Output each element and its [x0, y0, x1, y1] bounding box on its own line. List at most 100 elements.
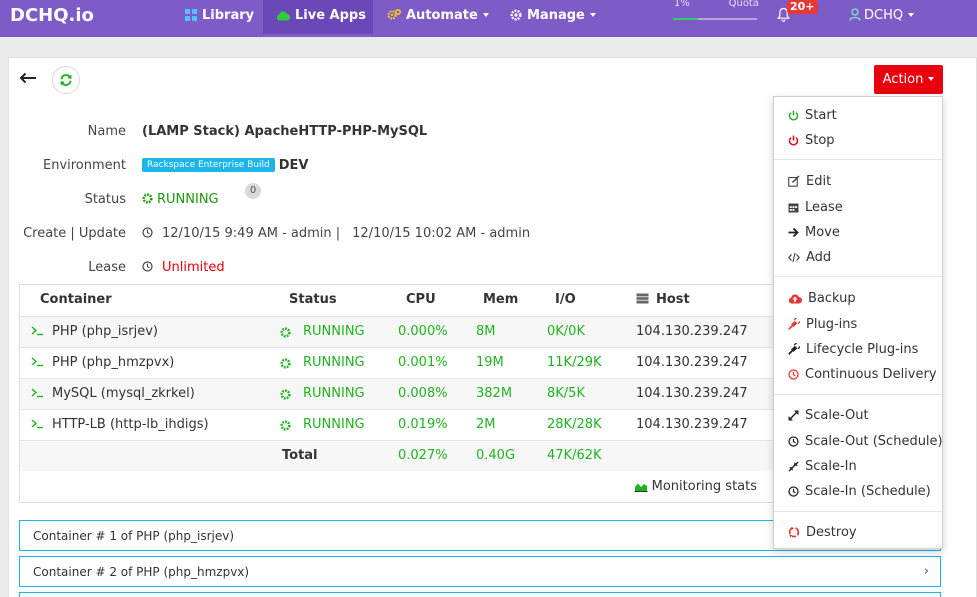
- brand-logo[interactable]: DCHQ.io: [10, 5, 94, 26]
- menu-item-label: Stop: [805, 133, 835, 148]
- container-host: 104.130.239.247: [636, 355, 748, 370]
- clock-icon: [788, 369, 799, 380]
- lease-label: Lease: [88, 260, 126, 275]
- menu-item-label: Scale-Out: [805, 408, 869, 423]
- container-status: RUNNING: [303, 355, 365, 370]
- environment-name: DEV: [278, 158, 309, 173]
- menu-item-lifecycle-plugins[interactable]: Lifecycle Plug-ins: [788, 342, 918, 357]
- quota-meter[interactable]: 1% Quota: [673, 0, 763, 34]
- gear-icon: [510, 9, 522, 21]
- power-icon: [788, 110, 799, 121]
- total-mem: 0.40G: [476, 448, 516, 463]
- nav-library-label: Library: [202, 8, 255, 23]
- menu-item-destroy[interactable]: Destroy: [788, 525, 857, 540]
- nav-library[interactable]: Library: [177, 0, 262, 34]
- terminal-icon[interactable]: [31, 356, 44, 367]
- monitoring-stats-link[interactable]: Monitoring stats: [634, 479, 757, 494]
- status-value: RUNNING: [142, 192, 219, 207]
- nav-manage-label: Manage: [527, 8, 585, 23]
- container-io: 28K/28K: [547, 417, 602, 432]
- refresh-button[interactable]: [52, 66, 80, 94]
- clock-icon: [142, 261, 153, 272]
- server-icon: [636, 293, 649, 304]
- notification-badge: 20+: [787, 0, 818, 14]
- menu-item-add[interactable]: Add: [787, 250, 832, 265]
- arrow-right-icon: [788, 227, 799, 238]
- header-host: Host: [636, 292, 690, 307]
- container-status: RUNNING: [303, 386, 365, 401]
- menu-item-stop[interactable]: Stop: [788, 133, 835, 148]
- container-cpu: 0.008%: [398, 386, 448, 401]
- menu-item-scale-out[interactable]: Scale-Out: [788, 408, 869, 423]
- menu-item-label: Edit: [806, 174, 832, 189]
- menu-item-label: Scale-Out (Schedule): [805, 434, 943, 449]
- power-icon: [788, 135, 799, 146]
- lease-text: Unlimited: [162, 260, 225, 275]
- container-name[interactable]: PHP (php_hmzpvx): [52, 355, 175, 370]
- action-button[interactable]: Action: [874, 65, 943, 94]
- terminal-icon[interactable]: [31, 387, 44, 398]
- quota-bar-fill: [673, 18, 699, 20]
- container-name[interactable]: HTTP-LB (http-lb_ihdigs): [52, 417, 209, 432]
- table-row[interactable]: MySQL (mysql_zkrkel) RUNNING 0.008% 382M…: [20, 378, 780, 409]
- terminal-icon[interactable]: [31, 418, 44, 429]
- container-panel-2[interactable]: Container # 2 of PHP (php_hmzpvx) ›: [19, 556, 941, 587]
- menu-item-lease[interactable]: Lease: [788, 200, 843, 215]
- table-row[interactable]: HTTP-LB (http-lb_ihdigs) RUNNING 0.019% …: [20, 409, 780, 440]
- user-menu[interactable]: DCHQ: [849, 0, 915, 34]
- menu-item-label: Destroy: [806, 525, 857, 540]
- status-count-badge: 0: [245, 183, 261, 199]
- gear-icon: [280, 389, 291, 400]
- gear-icon: [280, 327, 291, 338]
- container-cpu: 0.001%: [398, 355, 448, 370]
- name-label: Name: [87, 124, 126, 139]
- menu-item-start[interactable]: Start: [788, 108, 837, 123]
- container-host: 104.130.239.247: [636, 417, 748, 432]
- code-icon: [787, 252, 801, 263]
- table-row[interactable]: PHP (php_hmzpvx) RUNNING 0.001% 19M 11K/…: [20, 347, 780, 378]
- container-cpu: 0.000%: [398, 324, 448, 339]
- header-io: I/O: [555, 292, 576, 307]
- user-name: DCHQ: [864, 8, 904, 23]
- menu-item-label: Lease: [805, 200, 843, 215]
- back-arrow-icon[interactable]: [19, 71, 37, 85]
- total-io: 47K/62K: [547, 448, 602, 463]
- menu-item-backup[interactable]: Backup: [788, 291, 856, 306]
- area-chart-icon: [634, 483, 648, 492]
- menu-item-move[interactable]: Move: [788, 225, 840, 240]
- nav-automate[interactable]: Automate: [379, 0, 497, 34]
- nav-manage[interactable]: Manage: [502, 0, 604, 34]
- monitoring-stats-label: Monitoring stats: [651, 479, 757, 494]
- bell-icon[interactable]: [777, 7, 790, 22]
- container-name[interactable]: MySQL (mysql_zkrkel): [52, 386, 195, 401]
- menu-item-label: Scale-In (Schedule): [805, 484, 931, 499]
- gear-icon: [280, 420, 291, 431]
- terminal-icon[interactable]: [31, 325, 44, 336]
- container-name[interactable]: PHP (php_isrjev): [52, 324, 159, 339]
- menu-item-edit[interactable]: Edit: [788, 174, 831, 189]
- lease-value: Unlimited: [142, 260, 225, 275]
- container-mem: 382M: [476, 386, 513, 401]
- menu-item-scale-in[interactable]: Scale-In: [788, 459, 857, 474]
- menu-divider: [774, 159, 942, 160]
- table-row[interactable]: PHP (php_isrjev) RUNNING 0.000% 8M 0K/0K…: [20, 316, 780, 347]
- gear-icon: [280, 358, 291, 369]
- container-mem: 19M: [476, 355, 504, 370]
- expand-icon: [788, 410, 799, 421]
- clock-icon: [788, 436, 799, 447]
- edit-icon: [788, 175, 800, 187]
- header-container: Container: [40, 292, 112, 307]
- menu-item-continuous-delivery[interactable]: Continuous Delivery: [788, 367, 937, 382]
- grid-icon: [185, 9, 197, 21]
- container-panel-3[interactable]: [19, 592, 941, 597]
- menu-item-scale-in-schedule[interactable]: Scale-In (Schedule): [788, 484, 931, 499]
- nav-live-apps[interactable]: Live Apps: [263, 0, 373, 34]
- nav-live-apps-label: Live Apps: [295, 8, 366, 23]
- compress-icon: [788, 461, 799, 472]
- menu-item-label: Add: [806, 250, 832, 265]
- top-navbar: DCHQ.io Library Live Apps Automate Manag…: [0, 0, 977, 37]
- menu-divider: [774, 511, 942, 512]
- menu-item-plugins[interactable]: Plug-ins: [788, 317, 857, 332]
- menu-item-scale-out-schedule[interactable]: Scale-Out (Schedule): [788, 434, 943, 449]
- cloud-upload-icon: [788, 294, 803, 304]
